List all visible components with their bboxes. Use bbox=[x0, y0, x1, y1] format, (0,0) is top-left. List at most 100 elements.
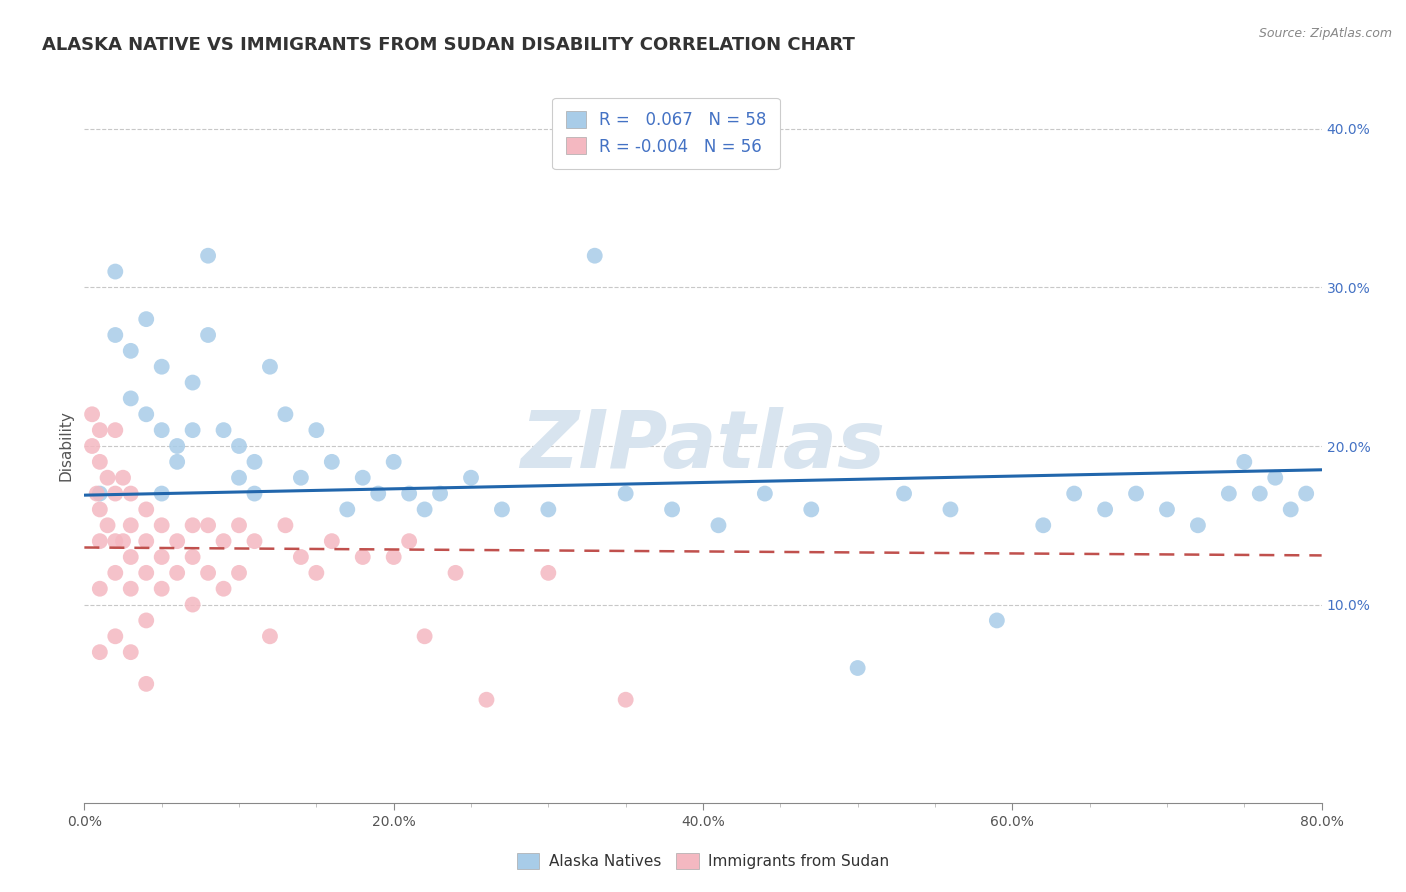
Point bbox=[166, 439, 188, 453]
Point bbox=[243, 534, 266, 549]
Point bbox=[150, 582, 173, 596]
Point bbox=[120, 392, 142, 406]
Point bbox=[382, 549, 405, 564]
Point bbox=[120, 549, 142, 564]
Point bbox=[413, 629, 436, 643]
Point bbox=[321, 455, 343, 469]
Point bbox=[104, 534, 127, 549]
Point bbox=[112, 471, 135, 485]
Point bbox=[150, 359, 173, 374]
Point bbox=[212, 534, 235, 549]
Point bbox=[120, 645, 142, 659]
Point bbox=[1295, 486, 1317, 500]
Point bbox=[135, 677, 157, 691]
Point bbox=[104, 486, 127, 500]
Point bbox=[212, 582, 235, 596]
Point bbox=[1156, 502, 1178, 516]
Point bbox=[290, 549, 312, 564]
Point bbox=[89, 423, 111, 437]
Point bbox=[243, 486, 266, 500]
Point bbox=[398, 486, 420, 500]
Point bbox=[228, 439, 250, 453]
Point bbox=[120, 518, 142, 533]
Point bbox=[259, 629, 281, 643]
Point bbox=[398, 534, 420, 549]
Point bbox=[444, 566, 467, 580]
Point bbox=[537, 566, 560, 580]
Point bbox=[290, 471, 312, 485]
Point bbox=[1264, 471, 1286, 485]
Point bbox=[367, 486, 389, 500]
Point bbox=[661, 502, 683, 516]
Point bbox=[321, 534, 343, 549]
Point bbox=[86, 486, 108, 500]
Point bbox=[89, 455, 111, 469]
Point bbox=[120, 582, 142, 596]
Point bbox=[181, 423, 204, 437]
Point bbox=[893, 486, 915, 500]
Point bbox=[150, 549, 173, 564]
Point bbox=[135, 312, 157, 326]
Point bbox=[429, 486, 451, 500]
Point bbox=[166, 566, 188, 580]
Point bbox=[1063, 486, 1085, 500]
Point bbox=[1218, 486, 1240, 500]
Point bbox=[336, 502, 359, 516]
Point bbox=[305, 566, 328, 580]
Point bbox=[104, 566, 127, 580]
Text: ALASKA NATIVE VS IMMIGRANTS FROM SUDAN DISABILITY CORRELATION CHART: ALASKA NATIVE VS IMMIGRANTS FROM SUDAN D… bbox=[42, 36, 855, 54]
Point bbox=[1187, 518, 1209, 533]
Point bbox=[89, 534, 111, 549]
Point bbox=[150, 423, 173, 437]
Point bbox=[1125, 486, 1147, 500]
Point bbox=[197, 566, 219, 580]
Point bbox=[614, 486, 637, 500]
Point bbox=[89, 502, 111, 516]
Point bbox=[986, 614, 1008, 628]
Point bbox=[197, 328, 219, 343]
Point bbox=[120, 343, 142, 358]
Point bbox=[352, 549, 374, 564]
Point bbox=[181, 518, 204, 533]
Point bbox=[135, 407, 157, 421]
Point bbox=[212, 423, 235, 437]
Point bbox=[460, 471, 482, 485]
Point bbox=[846, 661, 869, 675]
Point bbox=[228, 471, 250, 485]
Legend: Alaska Natives, Immigrants from Sudan: Alaska Natives, Immigrants from Sudan bbox=[510, 847, 896, 875]
Point bbox=[82, 439, 104, 453]
Point bbox=[135, 534, 157, 549]
Point bbox=[228, 566, 250, 580]
Point bbox=[305, 423, 328, 437]
Point bbox=[181, 598, 204, 612]
Y-axis label: Disability: Disability bbox=[58, 410, 73, 482]
Point bbox=[181, 549, 204, 564]
Point bbox=[1094, 502, 1116, 516]
Point bbox=[754, 486, 776, 500]
Point bbox=[181, 376, 204, 390]
Point bbox=[104, 264, 127, 278]
Point bbox=[1249, 486, 1271, 500]
Point bbox=[97, 471, 120, 485]
Point bbox=[352, 471, 374, 485]
Point bbox=[1233, 455, 1256, 469]
Point bbox=[1032, 518, 1054, 533]
Point bbox=[939, 502, 962, 516]
Point bbox=[197, 249, 219, 263]
Point bbox=[120, 486, 142, 500]
Point bbox=[112, 534, 135, 549]
Point bbox=[97, 518, 120, 533]
Point bbox=[135, 502, 157, 516]
Point bbox=[150, 486, 173, 500]
Point bbox=[537, 502, 560, 516]
Point bbox=[274, 407, 297, 421]
Point bbox=[228, 518, 250, 533]
Point bbox=[166, 534, 188, 549]
Point bbox=[259, 359, 281, 374]
Point bbox=[89, 645, 111, 659]
Point bbox=[1279, 502, 1302, 516]
Point bbox=[614, 692, 637, 706]
Point bbox=[243, 455, 266, 469]
Point bbox=[104, 423, 127, 437]
Point bbox=[197, 518, 219, 533]
